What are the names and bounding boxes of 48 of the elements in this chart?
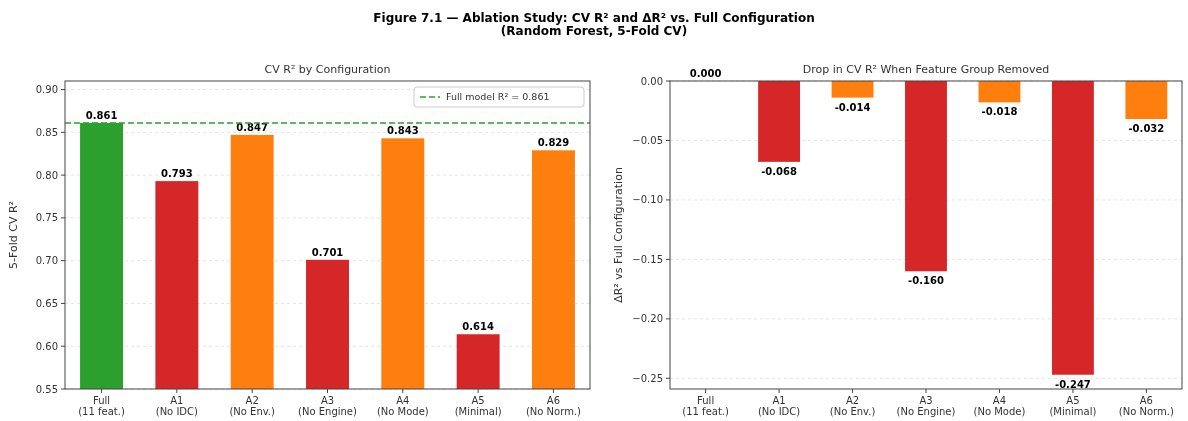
data-label: 0.793	[161, 168, 193, 180]
y-tick-label: −0.15	[632, 253, 663, 265]
x-tick-label: A1 (No IDC)	[155, 395, 199, 417]
x-tick-label: A4 (No Mode)	[376, 395, 429, 417]
y-tick-label: 0.80	[35, 169, 58, 181]
y-tick-label: 0.55	[35, 383, 58, 395]
legend-label: Full model R² = 0.861	[446, 91, 550, 103]
y-tick-label: −0.10	[632, 194, 663, 206]
x-tick-label: A2 (No Env.)	[829, 395, 876, 417]
chart-title: Figure 7.1 — Ablation Study: CV R² and ΔR² vs. Full Configuration (Random Forest, 5-Fold CV)	[373, 11, 815, 38]
data-label: -0.160	[908, 275, 944, 287]
x-tick-label: A2 (No Env.)	[229, 395, 276, 417]
data-label: -0.032	[1128, 123, 1165, 135]
data-label: 0.847	[236, 121, 269, 133]
x-tick-label: A5 (Minimal)	[1049, 395, 1097, 417]
data-label: -0.068	[761, 165, 798, 177]
y-tick-label: 0.60	[35, 340, 58, 352]
y-tick-label: 0.90	[35, 84, 58, 96]
y-tick-label: −0.20	[632, 313, 663, 325]
x-tick-label: A5 (Minimal)	[454, 395, 502, 417]
y-tick-label: 0.85	[35, 126, 58, 138]
y-tick-label: 0.70	[35, 255, 58, 267]
y-axis-title: ΔR² vs Full Configuration	[612, 167, 625, 303]
data-label: -0.018	[981, 106, 1018, 118]
data-label: -0.247	[1055, 378, 1091, 390]
x-tick-label: A3 (No Engine)	[896, 395, 956, 417]
data-label: 0.701	[311, 246, 344, 258]
y-axis-title: 5-Fold CV R²	[7, 201, 20, 269]
y-tick-label: 0.00	[640, 75, 663, 87]
data-label: 0.614	[462, 321, 494, 333]
data-label: 0.861	[85, 109, 118, 121]
data-label: -0.014	[834, 101, 871, 113]
data-label: 0.843	[387, 125, 419, 137]
data-label: 0.000	[689, 68, 722, 79]
data-label: 0.829	[537, 137, 570, 149]
y-tick-label: 0.65	[35, 297, 58, 309]
x-tick-label: A6 (No Norm.)	[525, 395, 582, 417]
x-tick-label: A3 (No Engine)	[298, 395, 358, 417]
chart-subtitle: Drop in CV R² When Feature Group Removed	[802, 63, 1050, 76]
x-tick-label: A4 (No Mode)	[973, 395, 1026, 417]
chart-subtitle: CV R² by Configuration	[264, 63, 391, 76]
y-tick-label: −0.05	[632, 134, 663, 146]
x-tick-label: Full (11 feat.)	[682, 395, 730, 417]
x-tick-label: A1 (No IDC)	[757, 395, 801, 417]
x-tick-label: A6 (No Norm.)	[1118, 395, 1174, 417]
y-tick-label: −0.25	[632, 372, 663, 384]
x-tick-label: Full (11 feat.)	[78, 395, 125, 417]
y-tick-label: 0.75	[35, 212, 58, 224]
